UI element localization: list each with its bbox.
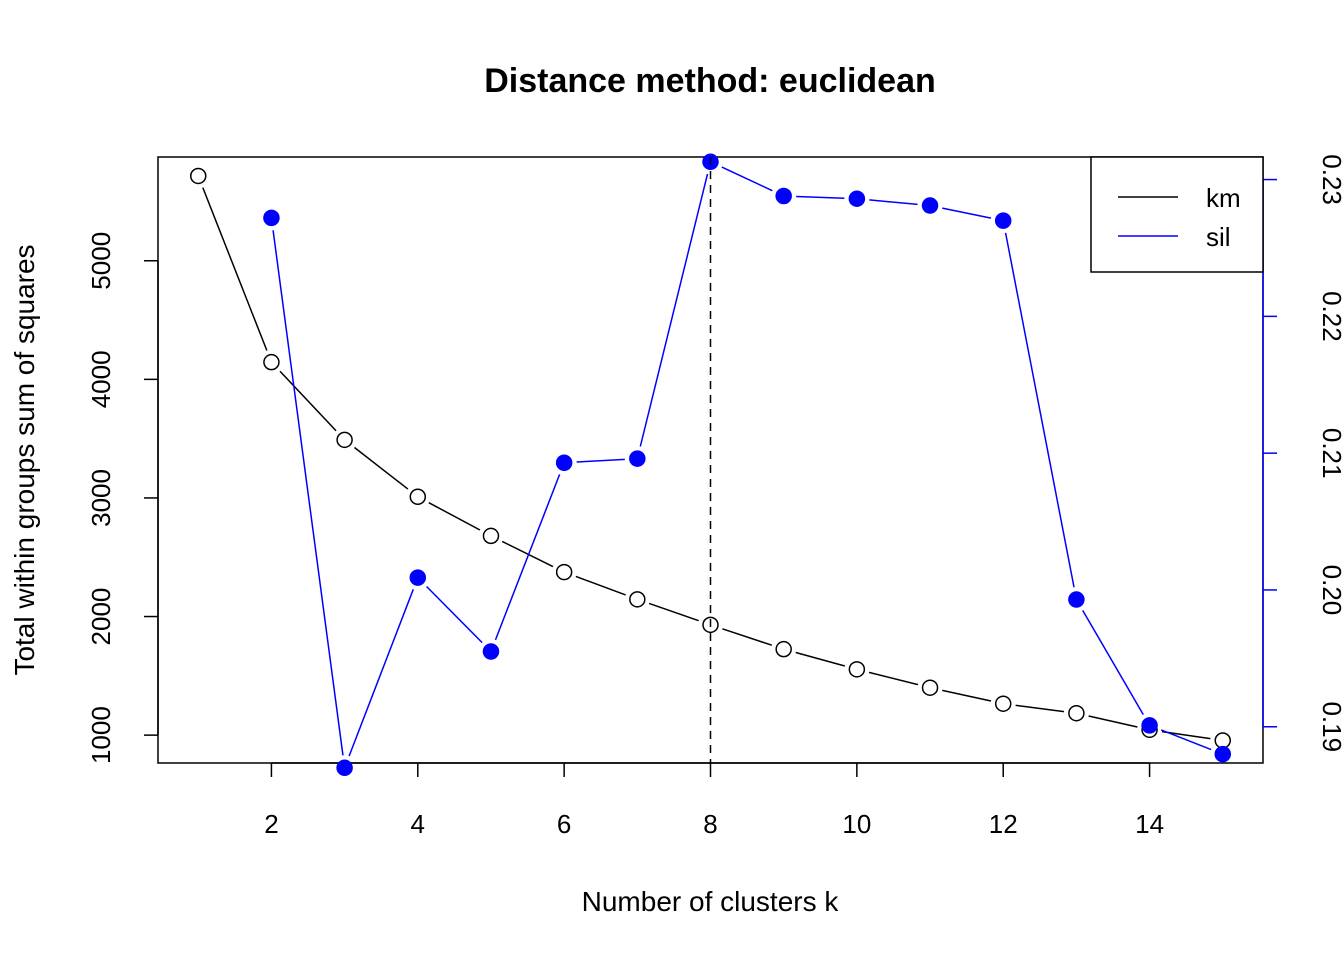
y-left-tick-label: 3000 xyxy=(86,469,116,527)
x-tick-label: 12 xyxy=(989,809,1018,839)
series-layer xyxy=(189,153,1232,777)
x-tick-label: 14 xyxy=(1135,809,1164,839)
y-right-tick-label: 0.21 xyxy=(1317,428,1344,479)
x-axis-label: Number of clusters k xyxy=(582,886,840,917)
sil-line-segment xyxy=(348,589,414,757)
km-point xyxy=(189,167,207,185)
km-point xyxy=(921,679,939,696)
sil-line-segment xyxy=(1082,609,1144,715)
y-left-tick-label: 4000 xyxy=(86,350,116,408)
km-point xyxy=(775,640,792,658)
sil-line-segment xyxy=(869,199,918,206)
y-right-tick-label: 0.20 xyxy=(1317,565,1344,616)
sil-line-segment xyxy=(426,585,483,644)
y-right-tick-label: 0.22 xyxy=(1317,291,1344,342)
km-point xyxy=(994,695,1012,712)
km-point xyxy=(336,431,353,449)
sil-point xyxy=(921,197,939,214)
x-tick-label: 2 xyxy=(264,809,278,839)
km-point xyxy=(848,661,866,678)
legend-sil-label: sil xyxy=(1206,222,1231,252)
km-line-segment xyxy=(795,651,846,667)
y-right-tick-label: 0.19 xyxy=(1317,701,1344,752)
y-axis-label-left: Total within groups sum of squares xyxy=(9,244,40,675)
chart-title: Distance method: euclidean xyxy=(484,62,936,100)
sil-point xyxy=(482,643,500,660)
sil-point xyxy=(1141,717,1158,734)
legend: km sil xyxy=(1090,156,1264,273)
km-point xyxy=(1214,732,1232,749)
km-line-segment xyxy=(1015,704,1065,713)
x-tick-label: 4 xyxy=(411,809,425,839)
sil-line-segment xyxy=(639,173,709,447)
x-tick-label: 8 xyxy=(703,809,717,839)
km-point xyxy=(409,488,427,506)
sil-point xyxy=(848,190,866,207)
km-point xyxy=(482,527,500,545)
sil-line-segment xyxy=(1160,729,1212,751)
km-point xyxy=(629,591,646,608)
y-left-tick-label: 2000 xyxy=(86,588,116,646)
y-axis-left: 1000 2000 3000 4000 5000 xyxy=(86,232,159,764)
km-line-segment xyxy=(722,628,773,646)
km-point xyxy=(555,563,573,581)
legend-box xyxy=(1090,156,1264,273)
y-left-tick-label: 5000 xyxy=(86,232,116,290)
sil-point xyxy=(629,450,646,467)
km-line-segment xyxy=(279,370,337,432)
sil-point xyxy=(994,212,1012,229)
km-point xyxy=(263,353,280,371)
sil-point xyxy=(775,187,792,205)
km-line-segment xyxy=(942,689,992,702)
km-line-segment xyxy=(868,671,919,686)
sil-point xyxy=(1214,745,1232,763)
sil-line-segment xyxy=(1004,232,1075,588)
sil-point xyxy=(1068,591,1085,608)
sil-point xyxy=(555,454,573,471)
km-point xyxy=(1068,704,1085,722)
legend-km-label: km xyxy=(1206,183,1241,213)
y-axis-right: 0.19 0.20 0.21 0.22 0.23 xyxy=(1262,154,1344,752)
km-point xyxy=(702,616,719,634)
km-line-segment xyxy=(501,540,554,568)
y-left-tick-label: 1000 xyxy=(86,706,116,764)
km-line-segment xyxy=(354,446,409,490)
sil-point xyxy=(409,569,427,586)
sil-line-segment xyxy=(494,474,561,641)
km-line-segment xyxy=(428,501,481,531)
sil-point xyxy=(336,759,353,777)
sil-line-segment xyxy=(721,166,773,192)
x-tick-label: 6 xyxy=(557,809,571,839)
sil-line-segment xyxy=(942,207,992,219)
sil-point xyxy=(263,209,280,227)
sil-line-segment xyxy=(272,230,344,756)
x-tick-label: 10 xyxy=(842,809,871,839)
km-line-segment xyxy=(575,575,626,596)
km-line-segment xyxy=(648,602,699,622)
x-axis: 2 4 6 8 10 12 14 xyxy=(264,762,1164,839)
sil-line-segment xyxy=(796,195,845,200)
km-line-segment xyxy=(1088,715,1138,728)
sil-line-segment xyxy=(576,458,625,463)
km-line-segment xyxy=(202,187,268,351)
y-right-tick-label: 0.23 xyxy=(1317,154,1344,205)
